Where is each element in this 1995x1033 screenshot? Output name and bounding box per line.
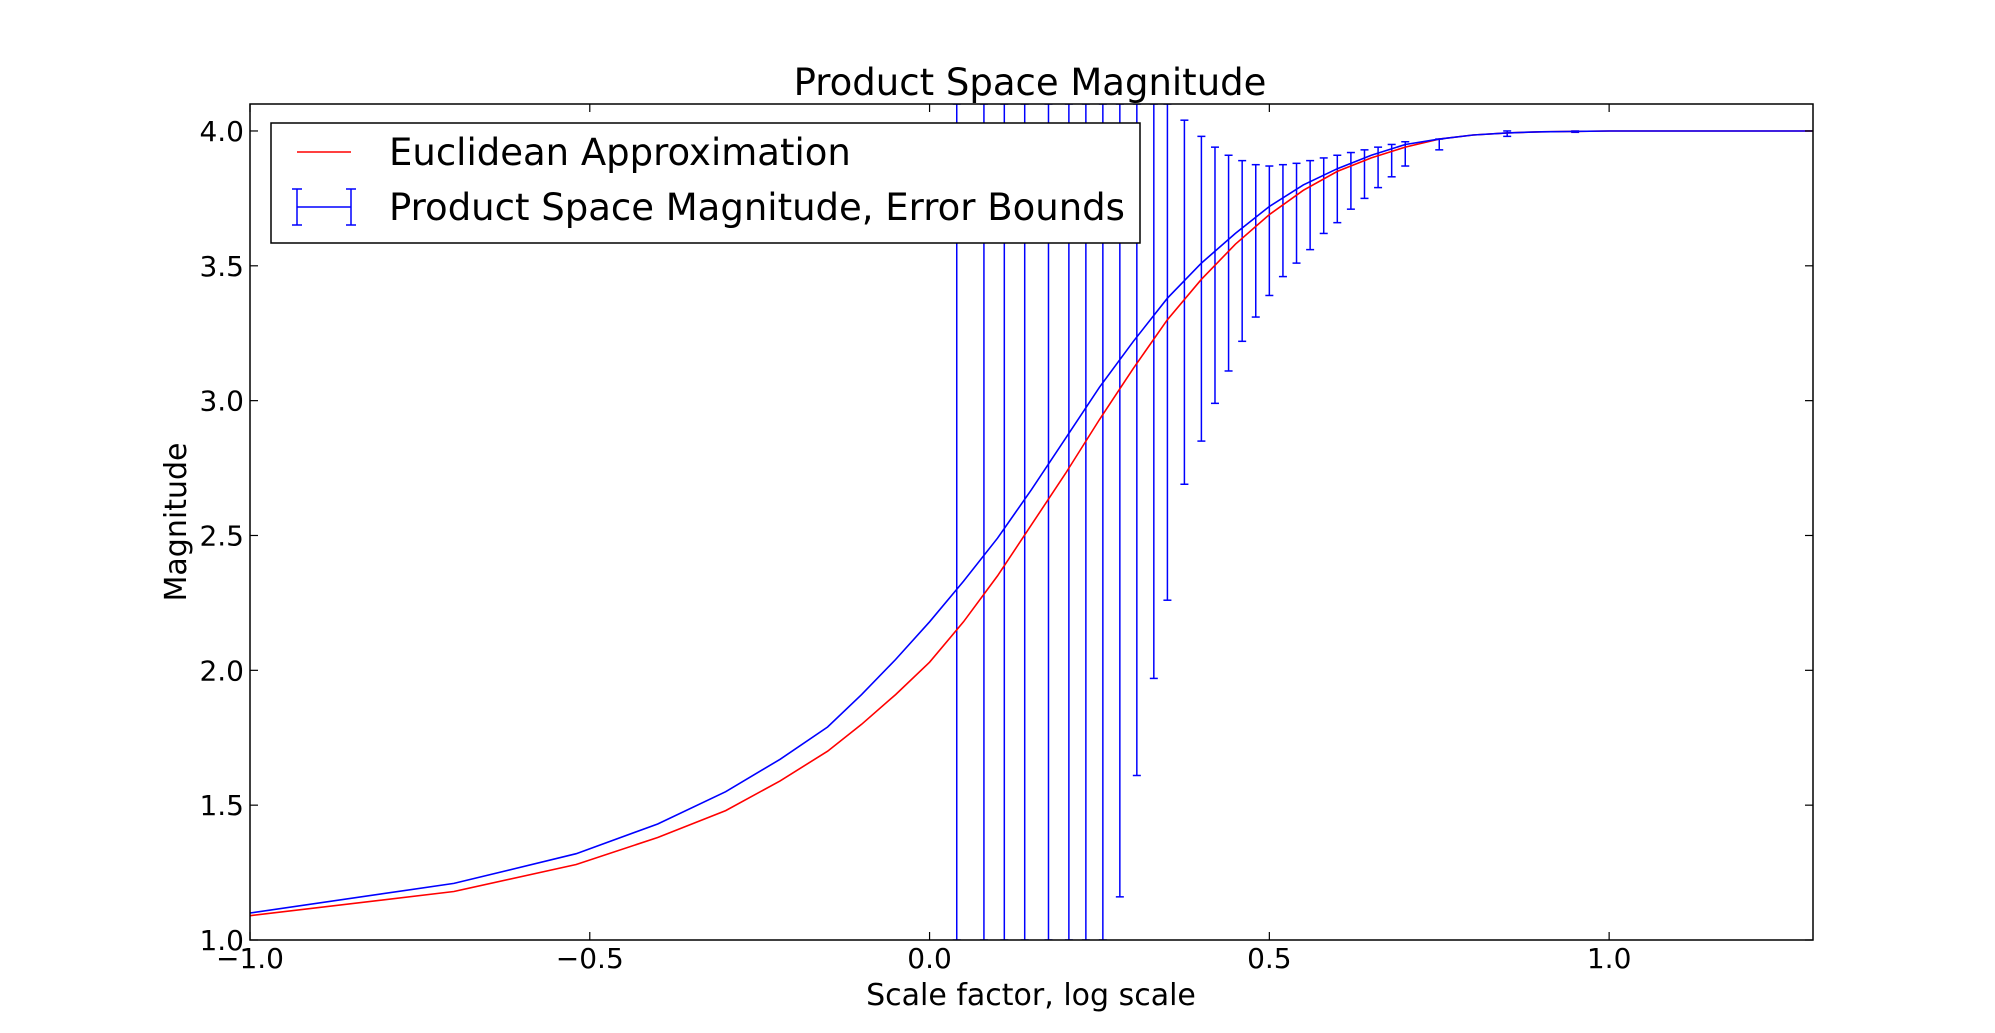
x-tick-label: 1.0 [1587,942,1632,975]
x-tick-label: −0.5 [556,942,624,975]
y-tick-label: 1.5 [199,789,244,822]
error-bar [1319,157,1328,235]
error-bar [1210,146,1219,405]
chart-title: Product Space Magnitude [794,61,1267,104]
y-tick-label: 2.0 [199,654,244,687]
legend: Euclidean Approximation Product Space Ma… [270,122,1141,244]
error-bar [1401,141,1410,167]
error-bar [1387,143,1396,178]
error-bar [1306,159,1315,251]
plot-frame [249,103,1814,941]
error-bar [1265,165,1274,297]
error-bar [1224,154,1233,372]
error-bar [1163,104,1172,601]
y-axis-label: Magnitude [159,443,194,602]
y-tick-label: 2.5 [199,519,244,552]
y-tick-label: 4.0 [199,115,244,148]
legend-swatch-errorbars [292,188,356,226]
x-tick-label: 0.0 [907,942,952,975]
y-tick-label: 3.5 [199,250,244,283]
legend-box [270,122,1141,244]
y-tick-label: 3.0 [199,385,244,418]
error-bar [1197,135,1206,442]
y-tick-label: 1.0 [199,924,244,957]
error-bar [1238,159,1247,343]
error-bar [1251,163,1260,318]
error-bar [1149,104,1158,680]
x-axis-label: Scale factor, log scale [866,978,1196,1013]
error-bar [1292,162,1301,264]
error-bar [1346,151,1355,210]
x-tick-label: −1.0 [216,942,284,975]
legend-label-euclidean: Euclidean Approximation [389,131,851,174]
x-tick-label: 0.5 [1247,942,1292,975]
product-space-magnitude-line [250,130,1813,914]
error-bar [1333,154,1342,224]
error-bar [1278,163,1287,278]
error-bar [1180,119,1189,485]
legend-label-errorbars: Product Space Magnitude, Error Bounds [389,186,1125,229]
